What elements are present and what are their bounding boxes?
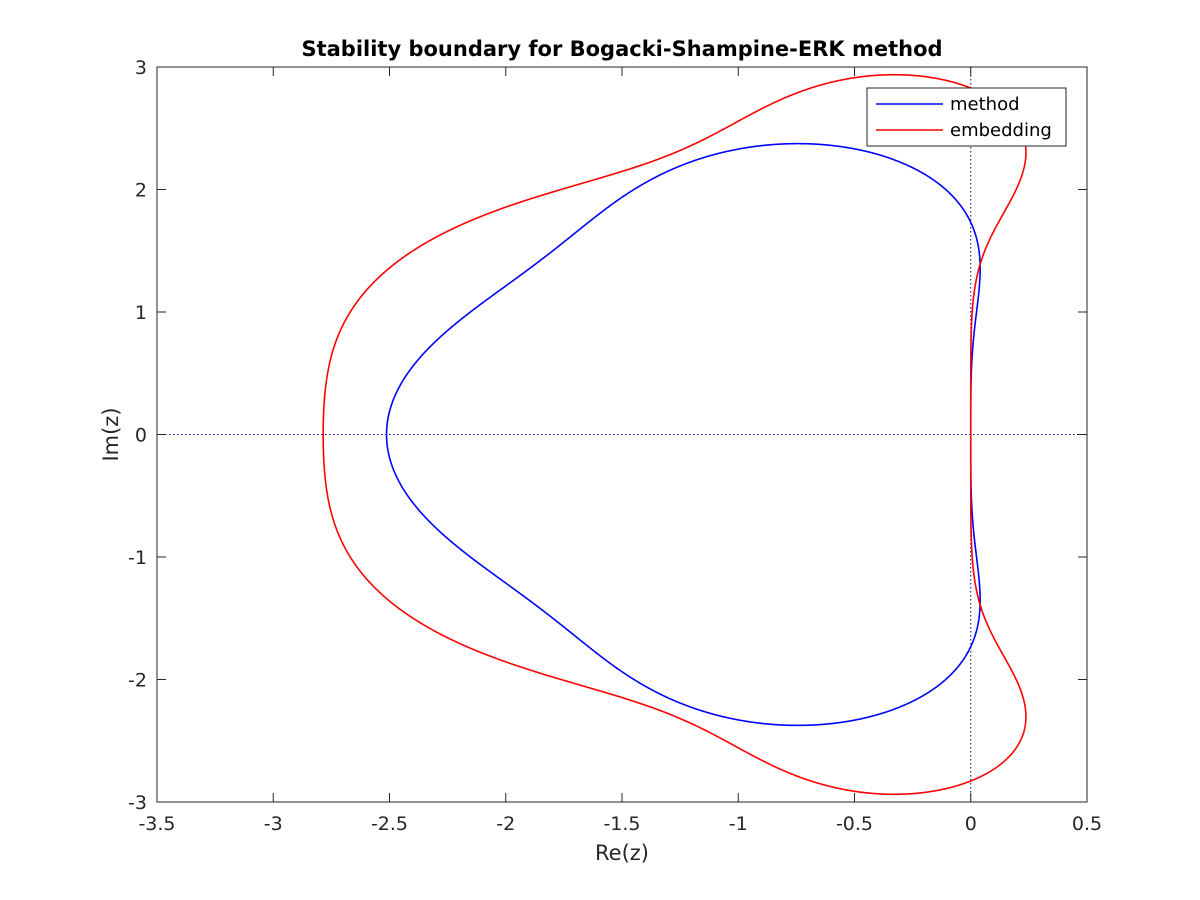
y-tick-label: -3 [128, 792, 147, 814]
y-tick-label: -1 [128, 547, 147, 569]
legend: method embedding [866, 87, 1067, 147]
x-tick-label: -3.5 [138, 813, 175, 835]
legend-label-method: method [950, 94, 1020, 115]
x-tick-label: 0.5 [1072, 813, 1102, 835]
series-line-method [385, 196, 623, 673]
x-tick-label: -0.5 [836, 813, 873, 835]
x-tick-label: -1 [729, 813, 748, 835]
x-tick-label: 0 [965, 813, 977, 835]
series-line-embedding [322, 434, 831, 788]
x-axis-ticks: -3.5 -3 -2.5 -2 -1.5 -1 -0.5 0 0.5 [138, 67, 1102, 835]
legend-box [866, 87, 1067, 147]
x-tick-label: -2 [496, 813, 515, 835]
reference-lines [157, 67, 1087, 802]
y-axis-label: Im(z) [99, 407, 123, 461]
series-line-method [621, 142, 981, 435]
y-tick-label: 1 [135, 302, 147, 324]
y-tick-label: -2 [128, 670, 147, 692]
y-tick-label: 0 [135, 425, 147, 447]
legend-label-embedding: embedding [950, 120, 1052, 141]
chart-title: Stability boundary for Bogacki-Shampine-… [301, 37, 942, 61]
series-line-embedding [829, 434, 1027, 796]
y-tick-label: 3 [135, 57, 147, 79]
y-axis-ticks: -3 -2 -1 0 1 2 3 [128, 57, 1087, 814]
series-line-method [621, 434, 981, 727]
x-tick-label: -2.5 [371, 813, 408, 835]
x-axis-label: Re(z) [595, 841, 649, 865]
x-tick-label: -1.5 [603, 813, 640, 835]
series-line-embedding [322, 81, 831, 435]
x-tick-label: -3 [264, 813, 283, 835]
y-tick-label: 2 [135, 180, 147, 202]
